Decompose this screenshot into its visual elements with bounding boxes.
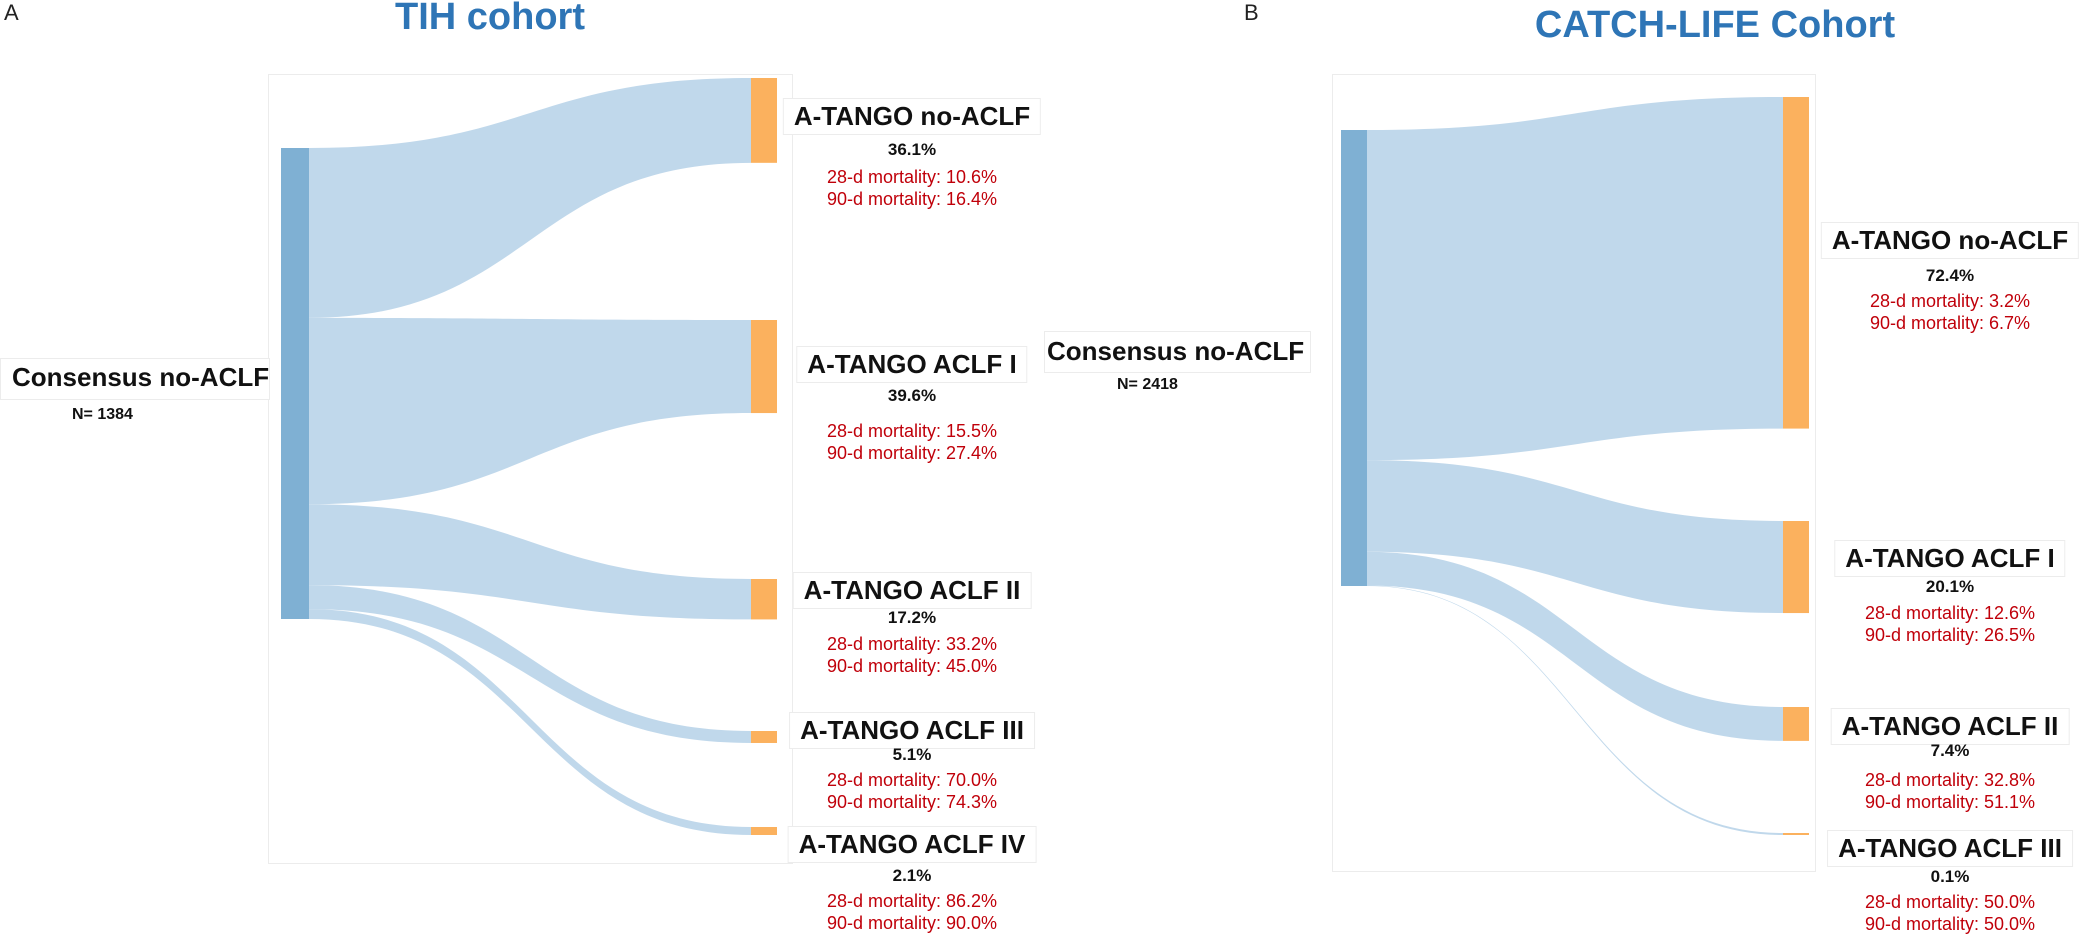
panel-b-target-pct-2: 20.1% bbox=[1925, 577, 1975, 596]
panel-a-target-m28-1: 28-d mortality: 10.6% bbox=[826, 167, 998, 187]
panel-a-frame bbox=[268, 74, 793, 864]
panel-b-target-label-2: A-TANGO ACLF I bbox=[1834, 540, 2066, 577]
panel-a-target-pct-3: 17.2% bbox=[887, 608, 937, 627]
panel-b-target-m90-3: 90-d mortality: 51.1% bbox=[1864, 792, 2036, 812]
panel-b-target-m28-4: 28-d mortality: 50.0% bbox=[1864, 892, 2036, 912]
panel-a-target-m90-1: 90-d mortality: 16.4% bbox=[826, 189, 998, 209]
panel-a-source-n: N= 1384 bbox=[72, 406, 133, 423]
panel-b-letter: B bbox=[1244, 0, 1259, 25]
panel-b-target-m28-2: 28-d mortality: 12.6% bbox=[1864, 603, 2036, 623]
panel-a-target-m90-3: 90-d mortality: 45.0% bbox=[826, 656, 998, 676]
panel-b-target-label-1: A-TANGO no-ACLF bbox=[1820, 222, 2080, 259]
panel-a-source-node bbox=[281, 148, 309, 619]
panel-a-target-label-3: A-TANGO ACLF II bbox=[792, 572, 1032, 609]
panel-b-target-pct-4: 0.1% bbox=[1930, 867, 1970, 886]
panel-b-target-pct-1: 72.4% bbox=[1925, 266, 1975, 285]
panel-a-target-node-5 bbox=[751, 827, 777, 835]
panel-b-target-m90-4: 90-d mortality: 50.0% bbox=[1864, 914, 2036, 934]
panel-a-flow-2 bbox=[309, 317, 751, 505]
panel-a-target-pct-2: 39.6% bbox=[887, 386, 937, 405]
panel-a-source-label: Consensus no-ACLF bbox=[12, 362, 270, 392]
panel-b-source-box bbox=[1044, 331, 1311, 373]
panel-b-flows bbox=[1367, 97, 1783, 835]
panel-a-letter: A bbox=[4, 0, 19, 25]
panel-a-target-label-5: A-TANGO ACLF IV bbox=[787, 826, 1037, 863]
panel-b-target-m90-2: 90-d mortality: 26.5% bbox=[1864, 625, 2036, 645]
panel-a-flow-1 bbox=[309, 78, 751, 318]
panel-a-nodes bbox=[281, 78, 777, 835]
panel-a-target-m28-5: 28-d mortality: 86.2% bbox=[826, 891, 998, 911]
panel-a-source-box bbox=[0, 358, 270, 400]
panel-a-flows bbox=[309, 78, 751, 835]
panel-a-target-pct-4: 5.1% bbox=[892, 745, 932, 764]
panel-a-target-m28-4: 28-d mortality: 70.0% bbox=[826, 770, 998, 790]
panel-a-target-label-1: A-TANGO no-ACLF bbox=[782, 98, 1042, 135]
panel-b-target-node-1 bbox=[1783, 97, 1809, 429]
panel-b-nodes bbox=[1341, 97, 1809, 835]
panel-a-target-m28-2: 28-d mortality: 15.5% bbox=[826, 421, 998, 441]
panel-a-flow-3 bbox=[309, 504, 751, 620]
panel-a-target-m28-3: 28-d mortality: 33.2% bbox=[826, 634, 998, 654]
panel-b-flow-3 bbox=[1367, 551, 1783, 741]
panel-b-target-pct-3: 7.4% bbox=[1930, 741, 1970, 760]
panel-a-target-m90-4: 90-d mortality: 74.3% bbox=[826, 792, 998, 812]
panel-b-target-node-2 bbox=[1783, 521, 1809, 614]
panel-b-target-m28-1: 28-d mortality: 3.2% bbox=[1869, 291, 2031, 311]
panel-b-target-m90-1: 90-d mortality: 6.7% bbox=[1869, 313, 2031, 333]
panel-a-target-node-3 bbox=[751, 579, 777, 620]
panel-a-target-node-4 bbox=[751, 731, 777, 743]
panel-b-target-label-4: A-TANGO ACLF III bbox=[1827, 830, 2073, 867]
panel-a-target-node-1 bbox=[751, 78, 777, 163]
panel-a-flow-5 bbox=[309, 609, 751, 835]
panel-b-target-label-3: A-TANGO ACLF II bbox=[1830, 708, 2070, 745]
panel-a-target-m90-2: 90-d mortality: 27.4% bbox=[826, 443, 998, 463]
panel-a-target-m90-5: 90-d mortality: 90.0% bbox=[826, 913, 998, 933]
panel-a-flow-4 bbox=[309, 585, 751, 743]
panel-b-target-m28-3: 28-d mortality: 32.8% bbox=[1864, 770, 2036, 790]
panel-b-flow-1 bbox=[1367, 97, 1783, 461]
panel-a-target-label-4: A-TANGO ACLF III bbox=[789, 712, 1035, 749]
panel-b-frame bbox=[1332, 74, 1816, 872]
panel-b-target-node-3 bbox=[1783, 707, 1809, 741]
panel-a-target-node-2 bbox=[751, 320, 777, 414]
panel-a-title: TIH cohort bbox=[395, 0, 585, 38]
panel-b-flow-2 bbox=[1367, 460, 1783, 614]
panel-a-target-label-2: A-TANGO ACLF I bbox=[796, 346, 1028, 383]
panel-b-flow-4 bbox=[1367, 585, 1783, 835]
panel-b-source-label: Consensus no-ACLF bbox=[1047, 336, 1305, 366]
panel-a-target-pct-5: 2.1% bbox=[892, 866, 932, 885]
panel-a-target-pct-1: 36.1% bbox=[887, 140, 937, 159]
panel-b-source-n: N= 2418 bbox=[1117, 376, 1178, 393]
panel-b-target-node-4 bbox=[1783, 833, 1809, 835]
panel-b-source-node bbox=[1341, 130, 1367, 586]
panel-b-title: CATCH-LIFE Cohort bbox=[1534, 4, 1896, 46]
